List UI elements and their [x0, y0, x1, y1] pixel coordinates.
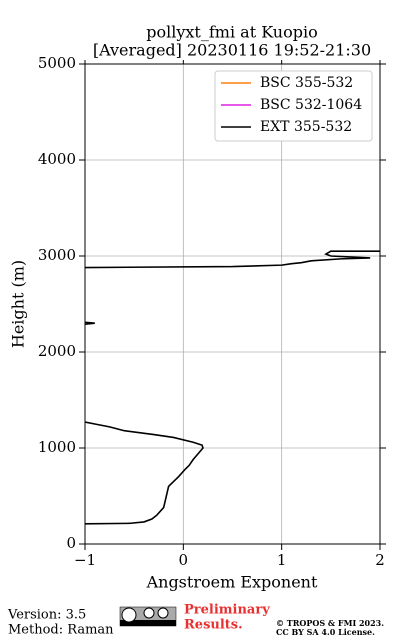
y-tick-label: 3000 — [38, 246, 76, 264]
license-logo — [119, 606, 177, 627]
data-line — [85, 250, 380, 525]
y-tick-label: 2000 — [38, 342, 76, 360]
legend-label: BSC 355-532 — [260, 75, 353, 91]
x-tick-label: −1 — [74, 551, 96, 569]
chart-title: pollyxt_fmi at Kuopio — [146, 23, 317, 42]
preliminary: Preliminary — [184, 603, 270, 618]
version: Version: 3.5 — [7, 608, 86, 623]
plot-frame — [84, 63, 381, 545]
y-axis-label: Height (m) — [9, 260, 28, 348]
results: Results. — [184, 618, 243, 633]
chart-subtitle: [Averaged] 20230116 19:52-21:30 — [93, 41, 371, 60]
copyright: © TROPOS & FMI 2023. — [276, 618, 384, 628]
legend-label: BSC 532-1064 — [260, 97, 362, 113]
x-axis-label: Angstroem Exponent — [146, 573, 318, 592]
legend-box — [214, 70, 373, 142]
method: Method: Raman — [8, 623, 114, 638]
x-tick-label: 1 — [277, 551, 287, 569]
legend-label: EXT 355-532 — [260, 119, 352, 135]
y-tick-label: 4000 — [38, 150, 76, 168]
y-tick-label: 5000 — [38, 54, 76, 72]
x-tick-label: 0 — [179, 551, 189, 569]
license: CC BY SA 4.0 License. — [276, 627, 375, 637]
x-tick-label: 2 — [375, 551, 385, 569]
plot-area — [85, 250, 380, 525]
y-tick-label: 1000 — [38, 438, 76, 456]
y-tick-label: 0 — [66, 534, 76, 552]
